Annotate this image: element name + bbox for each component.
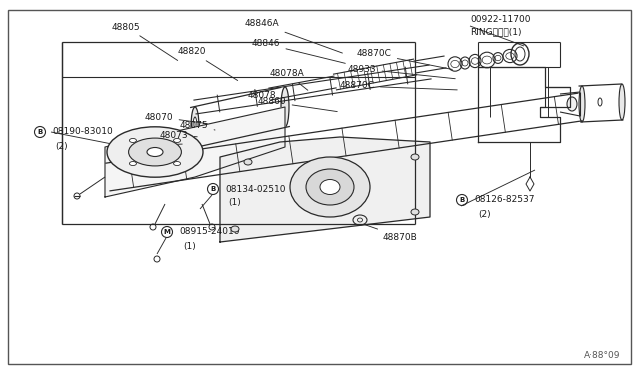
Text: A·88°09: A·88°09 (584, 351, 620, 360)
Text: (1): (1) (228, 199, 241, 208)
Ellipse shape (147, 148, 163, 157)
Text: 48846A: 48846A (245, 19, 342, 53)
Text: 48805: 48805 (112, 22, 178, 61)
Text: 48846: 48846 (252, 39, 346, 63)
Ellipse shape (107, 127, 203, 177)
Text: B: B (211, 186, 216, 192)
Text: 08915-24010: 08915-24010 (179, 228, 239, 237)
Text: 48070: 48070 (145, 112, 207, 124)
Text: 48870C: 48870C (357, 49, 452, 70)
Ellipse shape (173, 138, 180, 142)
Ellipse shape (244, 159, 252, 165)
Text: (2): (2) (55, 141, 68, 151)
Ellipse shape (129, 138, 136, 142)
Text: 08134-02510: 08134-02510 (225, 185, 285, 193)
Ellipse shape (281, 87, 289, 127)
Text: 48076: 48076 (143, 141, 182, 150)
Text: 08190-83010: 08190-83010 (52, 128, 113, 137)
Text: M: M (164, 229, 170, 235)
Text: (2): (2) (478, 209, 491, 218)
Text: 48073: 48073 (160, 131, 197, 140)
Ellipse shape (129, 161, 136, 166)
Ellipse shape (306, 169, 354, 205)
Text: B: B (37, 129, 43, 135)
Polygon shape (220, 137, 430, 242)
Ellipse shape (619, 84, 625, 120)
Ellipse shape (579, 86, 585, 122)
Ellipse shape (129, 138, 181, 166)
Text: 48933: 48933 (348, 64, 455, 79)
Ellipse shape (290, 157, 370, 217)
Ellipse shape (411, 209, 419, 215)
Text: (1): (1) (183, 241, 196, 250)
Text: 48870C: 48870C (340, 81, 457, 90)
Text: 08126-82537: 08126-82537 (474, 196, 534, 205)
Text: 48870B: 48870B (365, 225, 418, 241)
Ellipse shape (173, 161, 180, 166)
Text: 00922-11700: 00922-11700 (470, 16, 531, 25)
Polygon shape (105, 107, 285, 197)
Ellipse shape (320, 180, 340, 195)
Text: 48075: 48075 (180, 121, 215, 130)
Text: 48820: 48820 (178, 48, 237, 80)
Ellipse shape (193, 117, 197, 137)
Text: 48078: 48078 (248, 90, 282, 103)
Ellipse shape (191, 107, 199, 147)
Ellipse shape (567, 97, 577, 111)
Text: 48078A: 48078A (270, 70, 308, 90)
Text: B: B (460, 197, 465, 203)
Text: RINGリング(1): RINGリング(1) (470, 28, 522, 36)
Ellipse shape (231, 226, 239, 232)
Text: 48860: 48860 (258, 97, 337, 112)
Ellipse shape (411, 154, 419, 160)
